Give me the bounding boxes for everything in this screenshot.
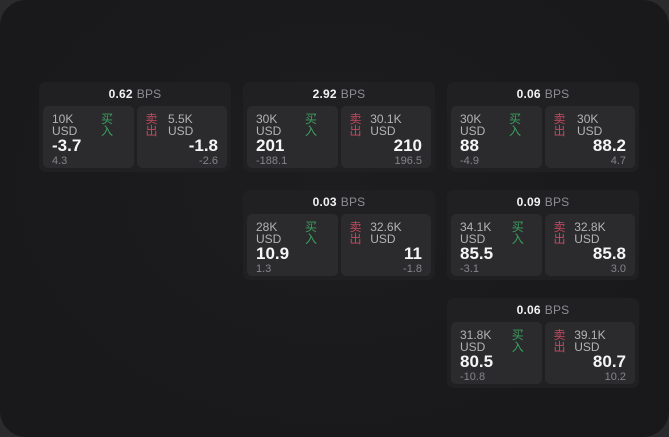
sell-size-label: 5.5K USD [168, 112, 194, 138]
sell-main-value: 210 [393, 136, 422, 155]
bps-header: 0.09 BPS [451, 190, 635, 214]
sell-quote-tile[interactable]: 卖出 32.6K USD 11 -1.8 [340, 214, 431, 276]
bps-value: 0.62 [108, 87, 133, 101]
bps-unit: BPS [544, 195, 570, 209]
buy-sub-value: -10.8 [460, 370, 486, 383]
buy-sub-value: 4.3 [52, 154, 68, 167]
sell-side-label: 卖出 [553, 112, 566, 138]
bps-unit: BPS [136, 87, 162, 101]
buy-side-label: 买入 [508, 112, 521, 138]
buy-quote-tile[interactable]: 30K USD 买入 201 -188.1 [247, 106, 338, 168]
buy-quote-tile[interactable]: 34.1K USD 买入 85.5 -3.1 [451, 214, 542, 276]
sell-quote-tile[interactable]: 卖出 39.1K USD 80.7 10.2 [544, 322, 635, 384]
buy-main-value: 88 [460, 136, 479, 155]
sell-size-label: 32.8K USD [574, 220, 606, 246]
sell-size-label: 32.6K USD [370, 220, 402, 246]
sell-main-value: -1.8 [188, 136, 218, 155]
buy-side-label: 买入 [304, 112, 317, 138]
buy-sub-value: -188.1 [256, 154, 288, 167]
quote-card: 2.92 BPS 30K USD 买入 201 -188.1 卖出 30.1K … [243, 82, 435, 172]
sell-main-value: 88.2 [592, 136, 626, 155]
bps-header: 0.03 BPS [247, 190, 431, 214]
buy-sub-value: -3.1 [460, 262, 479, 275]
buy-size-label: 10K USD [52, 112, 78, 138]
buy-size-label: 28K USD [256, 220, 282, 246]
sell-quote-tile[interactable]: 卖出 30.1K USD 210 196.5 [340, 106, 431, 168]
sell-main-value: 80.7 [592, 352, 626, 371]
bps-unit: BPS [544, 303, 570, 317]
buy-side-label: 买入 [100, 112, 113, 138]
sell-side-label: 卖出 [553, 328, 566, 354]
quote-card: 0.06 BPS 30K USD 买入 88 -4.9 卖出 30K USD [447, 82, 639, 172]
sell-sub-value: -1.8 [403, 262, 422, 275]
buy-size-label: 31.8K USD [460, 328, 492, 354]
buy-sub-value: -4.9 [460, 154, 479, 167]
buy-quote-tile[interactable]: 10K USD 买入 -3.7 4.3 [43, 106, 134, 168]
sell-sub-value: 4.7 [610, 154, 626, 167]
bps-value: 0.06 [516, 87, 541, 101]
quote-card-grid: 0.62 BPS 10K USD 买入 -3.7 4.3 卖出 5.5K USD [39, 82, 639, 388]
bps-header: 2.92 BPS [247, 82, 431, 106]
sell-size-label: 39.1K USD [574, 328, 606, 354]
bps-header: 0.62 BPS [43, 82, 227, 106]
sell-side-label: 卖出 [145, 112, 158, 138]
bps-unit: BPS [340, 87, 366, 101]
sell-size-label: 30.1K USD [370, 112, 402, 138]
bps-value: 2.92 [312, 87, 337, 101]
buy-quote-tile[interactable]: 28K USD 买入 10.9 1.3 [247, 214, 338, 276]
buy-side-label: 买入 [304, 220, 317, 246]
buy-side-label: 买入 [511, 220, 524, 246]
sell-size-label: 30K USD [577, 112, 603, 138]
bps-value: 0.03 [312, 195, 337, 209]
buy-main-value: -3.7 [52, 136, 82, 155]
sell-main-value: 11 [404, 244, 422, 263]
bps-value: 0.09 [516, 195, 541, 209]
buy-main-value: 85.5 [460, 244, 494, 263]
sell-side-label: 卖出 [349, 220, 362, 246]
quote-card: 0.03 BPS 28K USD 买入 10.9 1.3 卖出 32.6K US… [243, 190, 435, 280]
sell-sub-value: 3.0 [610, 262, 626, 275]
bps-header: 0.06 BPS [451, 298, 635, 322]
buy-main-value: 10.9 [256, 244, 290, 263]
quote-card: 0.62 BPS 10K USD 买入 -3.7 4.3 卖出 5.5K USD [39, 82, 231, 172]
buy-main-value: 201 [256, 136, 285, 155]
buy-quote-tile[interactable]: 31.8K USD 买入 80.5 -10.8 [451, 322, 542, 384]
buy-size-label: 30K USD [256, 112, 282, 138]
sell-sub-value: -2.6 [199, 154, 218, 167]
bps-unit: BPS [340, 195, 366, 209]
buy-sub-value: 1.3 [256, 262, 272, 275]
sell-quote-tile[interactable]: 卖出 30K USD 88.2 4.7 [544, 106, 635, 168]
sell-quote-tile[interactable]: 卖出 32.8K USD 85.8 3.0 [544, 214, 635, 276]
bps-value: 0.06 [516, 303, 541, 317]
buy-quote-tile[interactable]: 30K USD 买入 88 -4.9 [451, 106, 542, 168]
sell-side-label: 卖出 [349, 112, 362, 138]
sell-quote-tile[interactable]: 卖出 5.5K USD -1.8 -2.6 [136, 106, 227, 168]
bps-header: 0.06 BPS [451, 82, 635, 106]
bps-unit: BPS [544, 87, 570, 101]
buy-side-label: 买入 [511, 328, 524, 354]
quote-card: 0.06 BPS 31.8K USD 买入 80.5 -10.8 卖出 39.1… [447, 298, 639, 388]
buy-main-value: 80.5 [460, 352, 494, 371]
sell-sub-value: 10.2 [604, 370, 626, 383]
buy-size-label: 34.1K USD [460, 220, 492, 246]
sell-side-label: 卖出 [553, 220, 566, 246]
quote-card: 0.09 BPS 34.1K USD 买入 85.5 -3.1 卖出 32.8K… [447, 190, 639, 280]
sell-main-value: 85.8 [592, 244, 626, 263]
sell-sub-value: 196.5 [394, 154, 422, 167]
buy-size-label: 30K USD [460, 112, 486, 138]
